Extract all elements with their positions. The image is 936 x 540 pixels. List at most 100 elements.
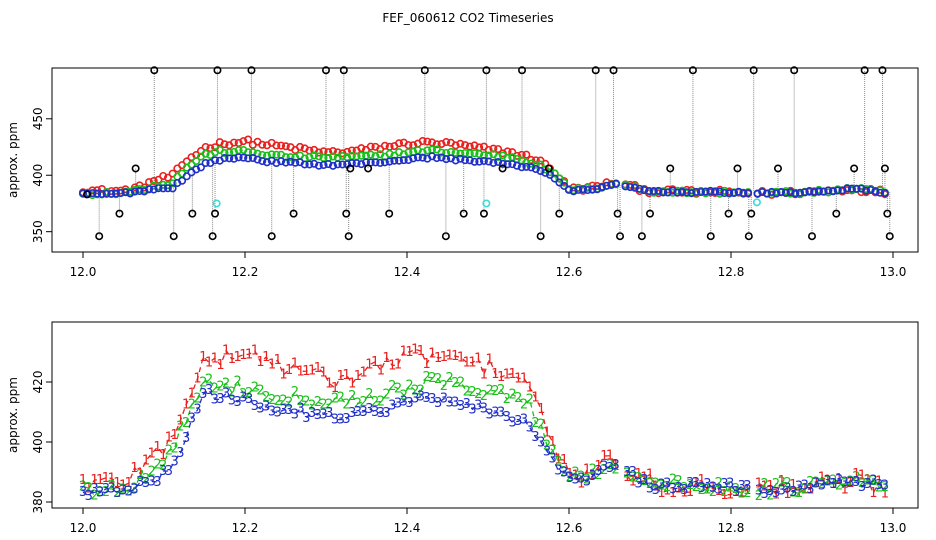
series-1-label: 1 bbox=[193, 371, 201, 386]
series-3-label: 3 bbox=[823, 474, 831, 489]
series-1-point bbox=[272, 141, 281, 150]
series-1-label: 1 bbox=[148, 447, 156, 462]
series-2-label: 2 bbox=[468, 385, 476, 400]
outlier-point bbox=[208, 232, 217, 241]
y-axis-label: approx. ppm bbox=[6, 122, 20, 198]
series-1-label: 1 bbox=[228, 352, 236, 367]
outlier-point bbox=[744, 232, 753, 241]
series-3-point bbox=[489, 158, 498, 167]
series-1-label: 1 bbox=[159, 448, 167, 463]
outlier-point bbox=[832, 209, 841, 218]
series-2-point bbox=[281, 153, 290, 162]
series-1-label: 1 bbox=[440, 350, 448, 365]
series-3-label: 3 bbox=[394, 397, 402, 412]
series-3-label: 3 bbox=[199, 387, 207, 402]
series-1-point bbox=[234, 138, 243, 147]
series-3-point bbox=[418, 153, 427, 162]
series-3-label: 3 bbox=[801, 478, 809, 493]
series-1-label: 1 bbox=[697, 473, 705, 488]
series-3-label: 3 bbox=[526, 421, 534, 436]
series-1-point bbox=[508, 148, 517, 157]
series-3-label: 3 bbox=[107, 482, 115, 497]
series-3-label: 3 bbox=[234, 395, 242, 410]
outlier-point bbox=[211, 209, 220, 218]
series-1-label: 1 bbox=[417, 344, 425, 359]
series-1-point bbox=[277, 141, 286, 150]
series-3-point bbox=[329, 161, 338, 170]
series-3-label: 3 bbox=[738, 479, 746, 494]
series-2-label: 2 bbox=[789, 486, 797, 501]
series-2-label: 2 bbox=[732, 482, 740, 497]
series-2-label: 2 bbox=[457, 375, 465, 390]
series-3-label: 3 bbox=[640, 473, 648, 488]
series-3-point bbox=[380, 158, 389, 167]
series-3-label: 3 bbox=[531, 430, 539, 445]
series-1-label: 1 bbox=[657, 486, 665, 501]
series-3-point bbox=[385, 157, 394, 166]
series-2-label: 2 bbox=[720, 485, 728, 500]
series-3-point bbox=[744, 189, 753, 198]
series-2-label: 2 bbox=[612, 463, 620, 478]
series-2-label: 2 bbox=[652, 476, 660, 491]
series-3-point bbox=[277, 157, 286, 166]
series-1-label: 1 bbox=[818, 470, 826, 485]
series-1-label: 1 bbox=[337, 369, 345, 384]
series-1-label: 1 bbox=[755, 476, 763, 491]
series-2-label: 2 bbox=[348, 389, 356, 404]
series-1-point bbox=[366, 142, 375, 151]
series-2-point bbox=[310, 151, 319, 160]
series-3-label: 3 bbox=[508, 415, 516, 430]
series-2-point bbox=[451, 148, 460, 157]
series-1-label: 1 bbox=[537, 402, 545, 417]
outlier-point bbox=[385, 209, 394, 218]
series-3-point bbox=[442, 155, 451, 164]
series-1-label: 1 bbox=[182, 398, 190, 413]
series-2-label: 2 bbox=[365, 387, 373, 402]
series-2-label: 2 bbox=[686, 478, 694, 493]
series-2-point bbox=[423, 146, 432, 155]
series-3-point bbox=[696, 188, 705, 197]
series-3-point bbox=[810, 188, 819, 197]
series-1-point bbox=[329, 147, 338, 156]
series-3-point bbox=[126, 189, 135, 198]
series-3-label: 3 bbox=[503, 410, 511, 425]
series-2-label: 2 bbox=[474, 387, 482, 402]
series-3-point bbox=[465, 156, 474, 165]
series-2-point bbox=[461, 148, 470, 157]
series-3-point bbox=[649, 187, 658, 196]
series-3-point bbox=[857, 184, 866, 193]
series-2-label: 2 bbox=[405, 378, 413, 393]
series-3-point bbox=[588, 185, 597, 194]
series-2-point bbox=[168, 179, 177, 188]
series-3-point bbox=[560, 181, 569, 190]
outlier-point bbox=[498, 164, 507, 173]
series-2-label: 2 bbox=[245, 386, 253, 401]
series-3-label: 3 bbox=[188, 411, 196, 426]
series-1-label: 1 bbox=[245, 347, 253, 362]
series-3-point bbox=[682, 188, 691, 197]
series-1-point bbox=[437, 139, 446, 148]
series-3-point bbox=[262, 158, 271, 167]
series-3-label: 3 bbox=[852, 475, 860, 490]
outlier-point bbox=[706, 232, 715, 241]
series-2-label: 2 bbox=[216, 380, 224, 395]
series-3-label: 3 bbox=[612, 458, 620, 473]
series-3-point bbox=[258, 157, 267, 166]
bottom-plot-frame bbox=[51, 321, 919, 509]
series-1-point bbox=[347, 146, 356, 155]
series-1-label: 1 bbox=[371, 355, 379, 370]
series-1-label: 1 bbox=[806, 482, 814, 497]
series-3-point bbox=[795, 188, 804, 197]
series-1-label: 1 bbox=[640, 470, 648, 485]
series-1-label: 1 bbox=[457, 350, 465, 365]
outlier-point bbox=[883, 209, 892, 218]
series-1-label: 1 bbox=[188, 386, 196, 401]
series-2-label: 2 bbox=[79, 480, 87, 495]
series-3-point bbox=[475, 157, 484, 166]
series-3-point bbox=[432, 154, 441, 163]
outlier-point bbox=[637, 232, 646, 241]
series-3-point bbox=[762, 189, 771, 198]
series-2-point bbox=[550, 169, 559, 178]
series-1-label: 1 bbox=[778, 474, 786, 489]
series-2-label: 2 bbox=[697, 483, 705, 498]
